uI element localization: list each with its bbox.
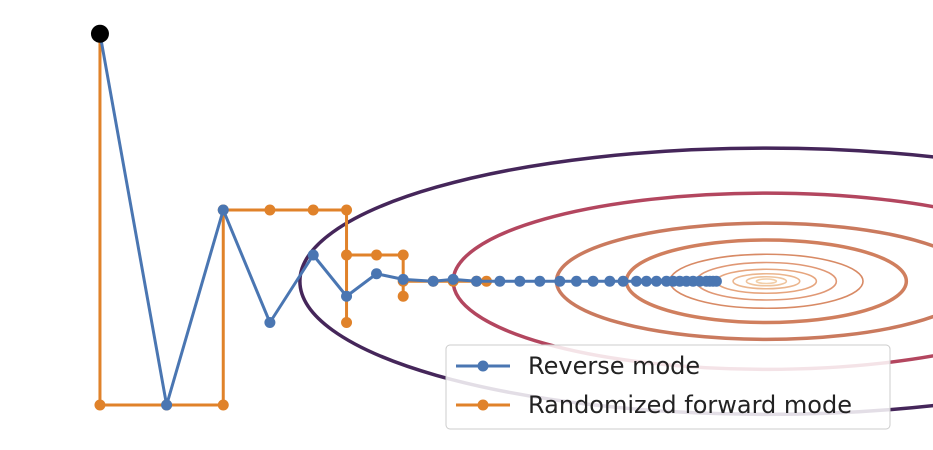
legend-swatch-marker	[477, 360, 489, 372]
contour-ellipse	[732, 272, 801, 290]
series-point	[371, 249, 383, 261]
series-layer	[94, 28, 722, 411]
contour-ellipse	[755, 278, 778, 285]
legend-label: Randomized forward mode	[528, 391, 852, 419]
start-point-marker	[90, 24, 109, 43]
series-point	[554, 275, 566, 287]
series-point	[341, 249, 353, 261]
contour-ellipse	[715, 268, 818, 295]
series-point	[470, 275, 482, 287]
series-point	[371, 268, 383, 280]
series-point	[587, 275, 599, 287]
series-point	[604, 275, 616, 287]
series-point	[217, 399, 229, 411]
series-point	[640, 275, 652, 287]
series-point	[397, 290, 409, 302]
series-point	[397, 249, 409, 261]
series-point	[397, 273, 409, 285]
series-point	[264, 317, 276, 328]
series-point	[447, 273, 459, 285]
legend-frame	[445, 344, 891, 430]
series-point	[94, 399, 106, 411]
series-point	[570, 275, 582, 287]
series-point	[307, 249, 319, 261]
contour-ellipse	[745, 275, 788, 287]
series-point	[710, 275, 722, 287]
series-point	[341, 204, 353, 216]
series-point	[534, 275, 546, 287]
legend-swatch-marker	[477, 399, 489, 411]
series-point	[514, 275, 526, 287]
start-layer	[90, 24, 109, 43]
series-point	[341, 290, 353, 302]
legend-entry-reverse: Reverse mode	[456, 352, 700, 380]
series-point	[650, 275, 662, 287]
series-point	[217, 204, 229, 216]
legend-entry-forward: Randomized forward mode	[456, 391, 852, 419]
series-point	[161, 399, 173, 411]
series-point	[307, 204, 319, 216]
series-point	[341, 317, 353, 328]
series-point	[427, 275, 439, 287]
series-point	[630, 275, 642, 287]
series-randomized-forward-mode	[94, 28, 492, 411]
legend: Reverse mode Randomized forward mode	[445, 344, 891, 430]
legend-label: Reverse mode	[528, 352, 700, 380]
series-point	[617, 275, 629, 287]
series-point	[494, 275, 506, 287]
series-point	[264, 204, 276, 216]
